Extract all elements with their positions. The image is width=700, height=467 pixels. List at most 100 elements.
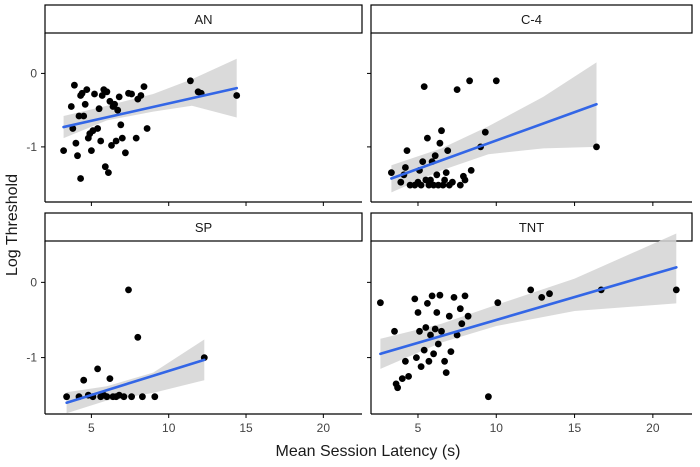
- data-point: [377, 299, 384, 307]
- data-point: [424, 300, 431, 307]
- data-point: [481, 128, 489, 136]
- data-point: [75, 112, 83, 120]
- x-tick-label: 10: [490, 421, 504, 435]
- data-point: [453, 331, 461, 339]
- data-point: [128, 90, 136, 98]
- data-point: [422, 324, 430, 331]
- data-point: [151, 393, 159, 401]
- data-point: [485, 393, 492, 401]
- data-point: [428, 292, 436, 300]
- data-point: [94, 125, 101, 132]
- data-point: [394, 384, 401, 392]
- data-point: [431, 325, 439, 333]
- data-point: [78, 89, 86, 97]
- y-tick-label: -1: [26, 140, 37, 154]
- facet-panel-sp: SP 0 -1 5 10 15 20: [26, 212, 363, 435]
- data-point: [74, 152, 81, 160]
- data-point: [420, 346, 428, 354]
- facet-panel-c-4: C-4: [367, 4, 693, 206]
- data-point: [95, 105, 103, 113]
- data-point: [464, 312, 472, 320]
- data-point: [422, 176, 430, 184]
- data-point: [108, 142, 115, 149]
- data-point: [111, 100, 118, 108]
- data-point: [414, 309, 422, 316]
- data-point: [447, 348, 455, 355]
- confidence-ribbon: [66, 339, 205, 414]
- data-point: [403, 147, 411, 155]
- data-point: [98, 92, 106, 99]
- data-point: [494, 299, 502, 307]
- data-point: [425, 181, 433, 189]
- data-point: [122, 149, 129, 157]
- data-point: [413, 354, 420, 361]
- data-point: [117, 121, 125, 129]
- data-point: [91, 90, 98, 98]
- data-point: [436, 139, 444, 147]
- data-point: [118, 134, 126, 142]
- facet-strip-label: AN: [194, 12, 212, 27]
- data-point: [69, 125, 77, 132]
- data-point: [187, 77, 194, 85]
- data-point: [424, 134, 431, 142]
- data-point: [416, 327, 423, 335]
- data-point: [417, 363, 425, 370]
- y-tick-label: 0: [30, 275, 37, 289]
- data-point: [94, 365, 101, 373]
- data-point: [115, 93, 123, 101]
- data-point: [436, 291, 444, 299]
- data-point: [467, 167, 475, 174]
- data-point: [442, 169, 450, 177]
- data-point: [434, 181, 442, 189]
- data-point: [67, 103, 75, 110]
- data-point: [546, 290, 553, 298]
- data-point: [444, 147, 452, 155]
- data-point: [402, 164, 409, 171]
- data-point: [83, 86, 91, 93]
- data-point: [430, 181, 437, 189]
- regression-line: [62, 86, 239, 129]
- facet-strip-label: TNT: [519, 220, 544, 235]
- data-point: [427, 176, 434, 184]
- data-point: [128, 393, 136, 401]
- data-point: [672, 286, 680, 294]
- x-tick-label: 15: [239, 421, 253, 435]
- data-point: [441, 176, 448, 184]
- data-point: [427, 331, 434, 339]
- facet-strip: [44, 212, 363, 242]
- data-point: [442, 369, 450, 376]
- data-point: [143, 125, 151, 132]
- x-tick-label: 20: [317, 421, 331, 435]
- data-point: [71, 81, 78, 89]
- regression-line: [379, 266, 678, 356]
- facet-strip: [370, 4, 693, 34]
- data-point: [425, 357, 433, 365]
- data-point: [430, 350, 437, 358]
- regression-line: [65, 358, 206, 405]
- data-point: [419, 158, 427, 166]
- data-point: [140, 83, 148, 90]
- data-point: [461, 176, 469, 184]
- data-point: [125, 286, 132, 294]
- data-point: [431, 152, 439, 160]
- data-point: [139, 393, 146, 401]
- x-tick-label: 10: [162, 421, 176, 435]
- data-point: [420, 83, 428, 90]
- data-point: [60, 147, 67, 155]
- data-point: [63, 393, 70, 401]
- data-point: [445, 312, 453, 320]
- x-axis-title: Mean Session Latency (s): [276, 443, 461, 460]
- x-tick-label: 5: [88, 421, 95, 435]
- data-point: [449, 178, 456, 186]
- facet-strip-label: SP: [195, 220, 212, 235]
- x-tick-label: 5: [415, 421, 422, 435]
- data-point: [439, 181, 447, 189]
- data-point: [450, 294, 458, 301]
- data-point: [391, 327, 398, 335]
- data-point: [458, 320, 466, 328]
- data-point: [492, 77, 500, 85]
- facet-panel-an: AN 0 -1: [26, 4, 363, 206]
- data-point: [453, 86, 461, 93]
- data-point: [101, 163, 109, 171]
- data-point: [405, 373, 412, 380]
